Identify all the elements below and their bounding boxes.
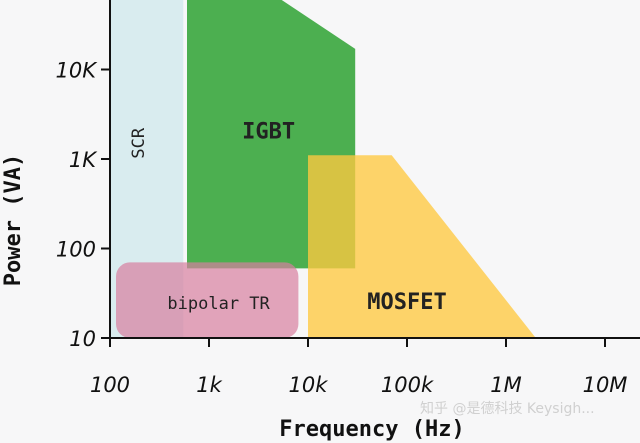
- x-axis-title: Frequency (Hz): [279, 417, 464, 442]
- region-labels: SCR IGBT MOSFET bipolar TR: [129, 119, 447, 315]
- axes: [109, 0, 640, 339]
- y-tick-label: 1K: [69, 148, 98, 172]
- y-tick-label: 10K: [56, 59, 99, 83]
- x-tick-label: 100: [90, 373, 130, 397]
- x-tick-label: 1k: [196, 373, 222, 397]
- region-mosfet: [308, 155, 536, 338]
- x-tick-label: 10k: [289, 373, 329, 397]
- region-bipolar-tr: [116, 262, 299, 338]
- region-label-bipolar-tr: bipolar TR: [167, 294, 270, 314]
- region-label-igbt: IGBT: [242, 119, 295, 144]
- x-tick-label: 10M: [583, 373, 628, 397]
- x-tick-label: 1M: [490, 373, 521, 397]
- y-tick-label: 10: [69, 327, 96, 351]
- ticks: 100 1k 10k 100k 1M 10M 10 100 1K 10K: [56, 59, 628, 398]
- watermark-text: 知乎 @是德科技 Keysigh...: [420, 400, 595, 417]
- y-axis-title: Power (VA): [1, 154, 26, 286]
- region-label-scr: SCR: [129, 127, 149, 158]
- x-tick-label: 100k: [381, 373, 434, 397]
- region-label-mosfet: MOSFET: [367, 290, 446, 315]
- region-scr: [110, 0, 184, 338]
- y-tick-label: 100: [56, 238, 96, 262]
- device-regions: [110, 0, 536, 338]
